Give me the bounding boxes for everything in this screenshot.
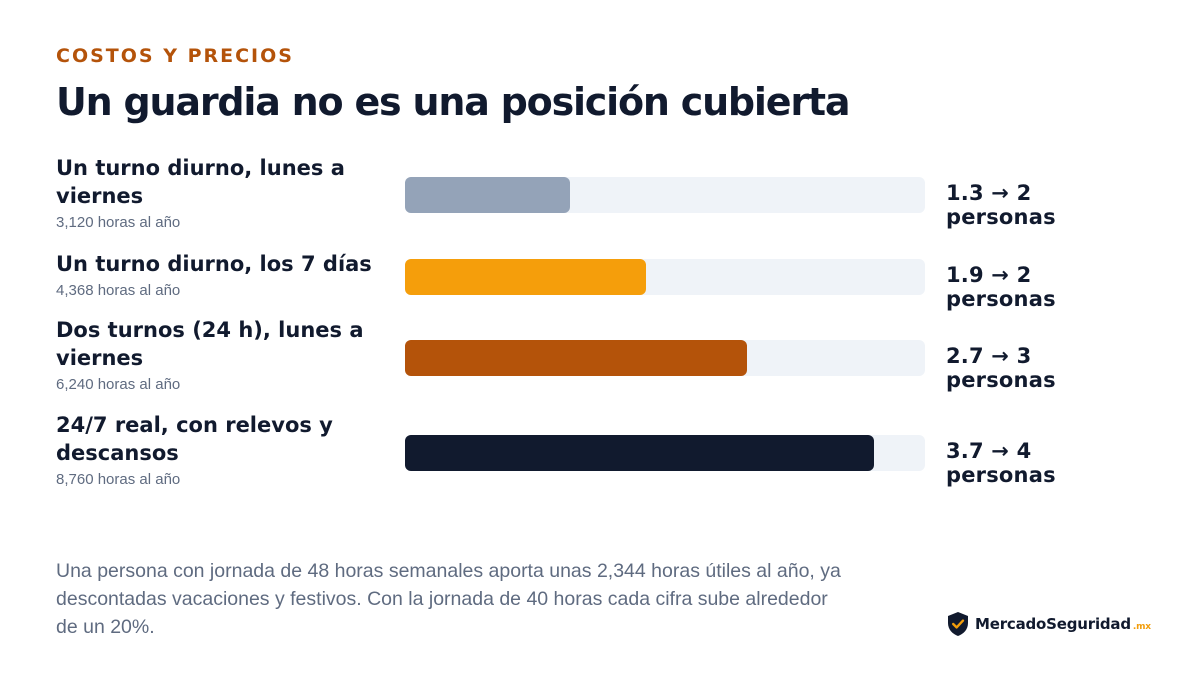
row-label: Un turno diurno, lunes a viernes — [56, 156, 345, 208]
row-label: Dos turnos (24 h), lunes a viernes — [56, 318, 364, 370]
bar-track — [405, 340, 925, 376]
bar-value-label: 3.7 → 4 personas — [946, 439, 1056, 487]
brand-name: MercadoSeguridad .mx — [975, 615, 1151, 633]
bar-value-label: 1.9 → 2 personas — [946, 263, 1056, 311]
row-hours: 6,240 horas al año — [56, 376, 181, 393]
bar-fill — [405, 177, 570, 213]
bar-value-label: 1.3 → 2 personas — [946, 181, 1056, 229]
bar-chart: Un turno diurno, lunes a viernes 3,120 ho… — [56, 0, 1156, 500]
brand-tld: .mx — [1132, 622, 1151, 632]
brand-logo: MercadoSeguridad .mx — [947, 610, 1151, 638]
page-title: Un guardia no es una posición cubierta — [56, 80, 850, 124]
bar-track — [405, 435, 925, 471]
row-label: Un turno diurno, los 7 días — [56, 252, 372, 276]
bar-fill — [405, 435, 874, 471]
bar-fill — [405, 259, 646, 295]
bar-fill — [405, 340, 747, 376]
row-hours: 4,368 horas al año — [56, 282, 181, 299]
row-hours: 8,760 horas al año — [56, 471, 181, 488]
footnote: Una persona con jornada de 48 horas sema… — [56, 560, 841, 638]
bar-track — [405, 259, 925, 295]
bar-value-label: 2.7 → 3 personas — [946, 344, 1056, 392]
brand-name-part2: Seguridad — [1046, 615, 1131, 633]
section-eyebrow: COSTOS Y PRECIOS — [56, 45, 294, 67]
bar-track — [405, 177, 925, 213]
brand-name-part1: Mercado — [975, 615, 1047, 633]
shield-check-icon — [948, 612, 968, 636]
row-hours: 3,120 horas al año — [56, 214, 181, 231]
row-label: 24/7 real, con relevos y descansos — [56, 413, 333, 465]
